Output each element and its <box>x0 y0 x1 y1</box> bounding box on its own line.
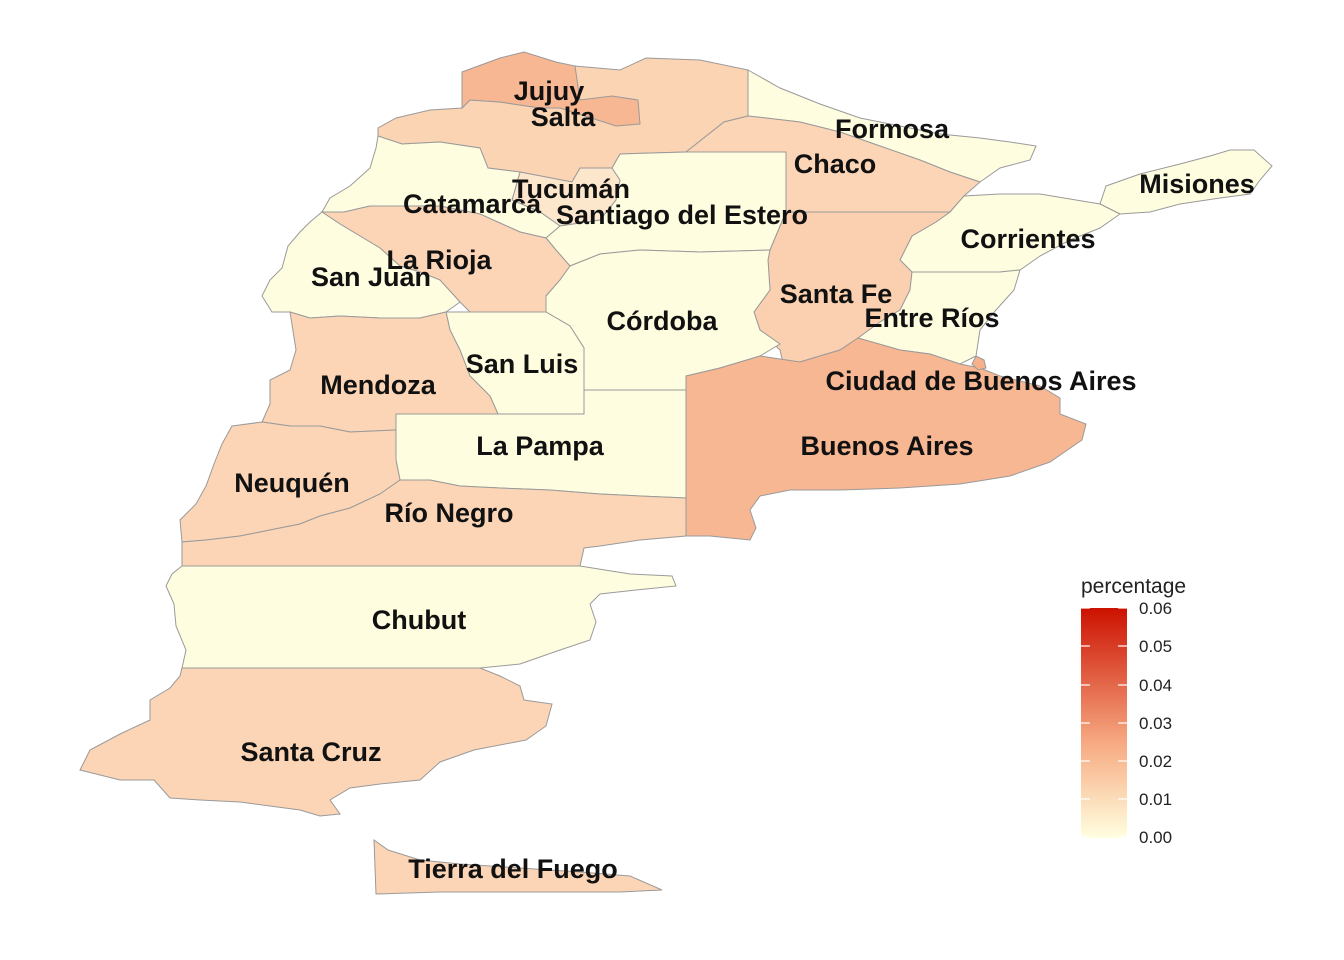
province-label-misiones: Misiones <box>1139 169 1255 199</box>
province-label-chubut: Chubut <box>372 605 466 635</box>
province-label-la-pampa: La Pampa <box>476 431 605 461</box>
province-label-tucuman: Tucumán <box>512 174 630 204</box>
province-label-formosa: Formosa <box>835 114 950 144</box>
province-label-entre-rios: Entre Ríos <box>864 303 999 333</box>
legend-tick-marks <box>1081 607 1127 838</box>
province-shape-misiones[interactable] <box>1099 149 1273 215</box>
province-label-mendoza: Mendoza <box>320 370 436 400</box>
province-label-santa-fe: Santa Fe <box>780 279 893 309</box>
province-label-san-juan: San Juan <box>311 262 431 292</box>
legend-tick-label: 0.06 <box>1139 599 1172 618</box>
province-label-catamarca: Catamarca <box>403 189 542 219</box>
legend-tick-label: 0.05 <box>1139 637 1172 656</box>
province-shape-entre-rios[interactable] <box>856 269 1021 365</box>
province-shape-buenos-aires[interactable] <box>685 337 1087 541</box>
province-label-tierra-del-fuego: Tierra del Fuego <box>408 854 618 884</box>
province-label-jujuy: Jujuy <box>514 76 585 106</box>
province-shape-caba[interactable] <box>971 355 987 371</box>
province-labels: Jujuy Salta Formosa Chaco Misiones Tucum… <box>234 76 1255 884</box>
province-label-san-luis: San Luis <box>466 349 579 379</box>
legend-tick-label: 0.03 <box>1139 714 1172 733</box>
province-label-la-rioja: La Rioja <box>386 245 492 275</box>
province-shape-jujuy[interactable] <box>461 51 641 127</box>
province-label-rio-negro: Río Negro <box>384 498 513 528</box>
province-label-santa-cruz: Santa Cruz <box>240 737 381 767</box>
province-label-buenos-aires: Buenos Aires <box>800 431 973 461</box>
legend-tick-label: 0.00 <box>1139 828 1172 847</box>
province-label-caba: Ciudad de Buenos Aires <box>825 366 1136 396</box>
legend-tick-label: 0.04 <box>1139 676 1172 695</box>
province-label-cordoba: Córdoba <box>607 306 719 336</box>
province-shape-santa-cruz[interactable] <box>79 667 553 817</box>
legend-tick-label: 0.01 <box>1139 790 1172 809</box>
province-shape-chubut[interactable] <box>165 565 677 669</box>
province-label-corrientes: Corrientes <box>960 224 1095 254</box>
province-label-santiago: Santiago del Estero <box>556 200 808 230</box>
province-label-salta: Salta <box>531 102 597 132</box>
legend-title: percentage <box>1081 575 1186 598</box>
province-shapes <box>79 51 1273 895</box>
province-shape-tierra-del-fuego[interactable] <box>373 839 663 895</box>
province-label-neuquen: Neuquén <box>234 468 350 498</box>
color-legend: percentage 0.06 0.05 0.04 0.03 0.02 0.01… <box>1081 575 1186 847</box>
legend-tick-label: 0.02 <box>1139 752 1172 771</box>
province-label-chaco: Chaco <box>794 149 877 179</box>
